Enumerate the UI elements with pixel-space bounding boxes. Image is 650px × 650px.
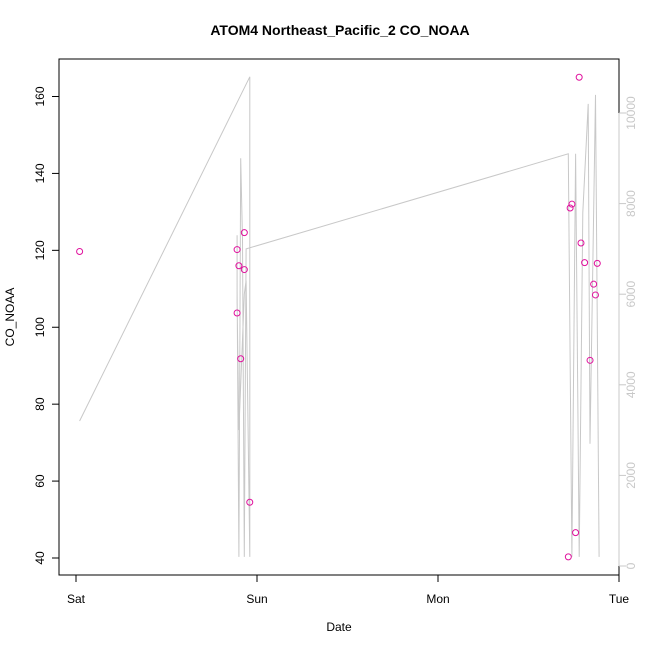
data-point [233, 246, 241, 254]
y-tick-label: 80 [33, 397, 47, 411]
chart-title: ATOM4 Northeast_Pacific_2 CO_NOAA [210, 22, 469, 38]
y2-tick-label: 4000 [624, 371, 638, 398]
data-point [586, 356, 594, 364]
y2-tick-label: 0 [624, 562, 638, 569]
data-point [590, 280, 598, 288]
data-point [237, 355, 245, 363]
y2-tick-label: 8000 [624, 190, 638, 217]
series-points [76, 73, 601, 561]
data-point [240, 229, 248, 237]
data-point [577, 239, 585, 247]
data-point [566, 204, 574, 212]
data-point [575, 73, 583, 81]
data-point [581, 259, 589, 267]
data-point [572, 529, 580, 537]
data-point [591, 291, 599, 299]
x-tick-label: Mon [426, 592, 449, 606]
data-point [240, 266, 248, 274]
data-point [593, 259, 601, 267]
x-axis: Sat Sun Mon Tue [67, 574, 630, 606]
y-axis-right: 0 2000 4000 6000 8000 10000 [618, 96, 638, 569]
x-tick-label: Sat [67, 592, 86, 606]
y-tick-label: 60 [33, 474, 47, 488]
series-line-path [79, 76, 600, 557]
y-axis-label: CO_NOAA [3, 288, 17, 347]
y-tick-label: 40 [33, 551, 47, 565]
data-point [246, 498, 254, 506]
y-tick-label: 120 [33, 240, 47, 260]
data-point [564, 553, 572, 561]
y-tick-label: 100 [33, 317, 47, 337]
data-point [568, 200, 576, 208]
y-axis-left: 40 60 80 100 120 140 160 [33, 86, 60, 565]
x-axis-label: Date [326, 620, 352, 634]
series-line [79, 76, 600, 557]
data-point [235, 262, 243, 270]
y2-tick-label: 2000 [624, 462, 638, 489]
y-tick-label: 140 [33, 163, 47, 183]
x-tick-label: Tue [609, 592, 630, 606]
plot-frame [58, 58, 620, 576]
y2-tick-label: 6000 [624, 281, 638, 308]
data-point [233, 309, 241, 317]
x-tick-label: Sun [246, 592, 267, 606]
y2-tick-label: 10000 [624, 96, 638, 130]
y-tick-label: 160 [33, 86, 47, 106]
data-point [76, 247, 84, 255]
